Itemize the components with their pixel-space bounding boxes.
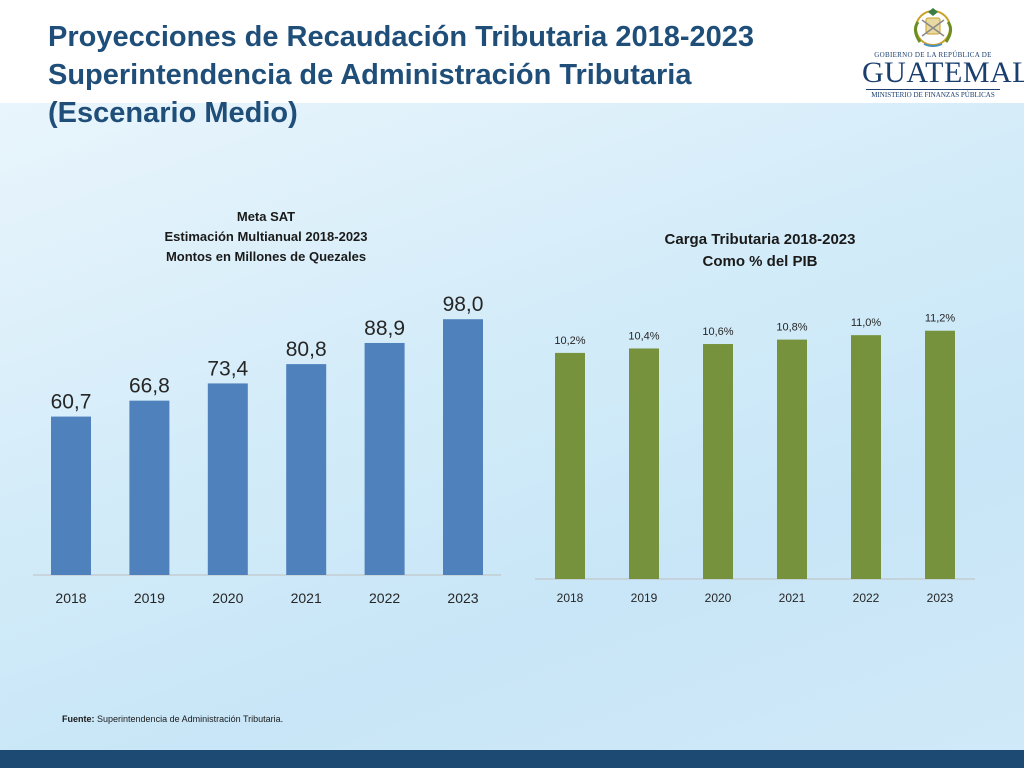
chart-2-title-line-2: Como % del PIB — [702, 253, 818, 270]
chart-1-data-label-2021: 80,8 — [286, 338, 327, 361]
chart-2-tick-label-2021: 2021 — [779, 591, 806, 605]
bottom-bar — [0, 750, 1024, 768]
coat-of-arms-icon — [913, 8, 953, 47]
chart-1-tick-label-2020: 2020 — [212, 590, 243, 606]
chart-2-bar-2021 — [777, 339, 807, 579]
chart-1-tick-label-2018: 2018 — [55, 590, 86, 606]
chart-1-tick-label-2019: 2019 — [134, 590, 165, 606]
chart-1-title: Meta SAT Estimación Multianual 2018-2023… — [120, 207, 412, 267]
page-title: Proyecciones de Recaudación Tributaria 2… — [48, 18, 848, 132]
title-line-3: (Escenario Medio) — [48, 97, 298, 129]
chart-2-title: Carga Tributaria 2018-2023 Como % del PI… — [600, 229, 920, 273]
chart-2-bar-2019 — [629, 348, 659, 579]
chart-1-bar-2018 — [51, 416, 91, 575]
chart-2-tick-label-2023: 2023 — [927, 591, 954, 605]
chart-1-data-label-2022: 88,9 — [364, 317, 405, 340]
header — [0, 0, 1024, 103]
chart-1-title-line-3: Montos en Millones de Quezales — [165, 249, 367, 264]
chart-2-data-label-2021: 10,8% — [776, 322, 807, 334]
chart-1-bar-2019 — [129, 400, 170, 575]
chart-2-data-label-2023: 11,2% — [925, 313, 956, 325]
chart-1-tick-label-2023: 2023 — [447, 590, 478, 606]
chart-1-data-label-2018: 60,7 — [51, 391, 92, 414]
title-line-2: Superintendencia de Administración Tribu… — [48, 59, 692, 91]
logo-gov-text: GOBIERNO DE LA REPÚBLICA DE — [874, 51, 992, 59]
chart-2-tick-label-2022: 2022 — [853, 591, 880, 605]
chart-1-tick-label-2022: 2022 — [369, 590, 400, 606]
chart-1-title-line-1: Meta SAT — [236, 209, 296, 224]
chart-2-data-label-2020: 10,6% — [702, 326, 733, 338]
chart-1-bar-2021 — [286, 364, 327, 575]
chart-2-tick-label-2020: 2020 — [705, 591, 732, 605]
chart-2-title-line-1: Carga Tributaria 2018-2023 — [664, 231, 856, 248]
chart-2-bar-2018 — [555, 352, 585, 579]
title-line-1: Proyecciones de Recaudación Tributaria 2… — [48, 21, 754, 53]
chart-2-tick-label-2019: 2019 — [631, 591, 658, 605]
chart-2-bar-2022 — [851, 335, 881, 579]
chart-1-bar-2020 — [207, 383, 248, 575]
chart-2-data-label-2022: 11,0% — [851, 317, 882, 329]
chart-1-title-line-2: Estimación Multianual 2018-2023 — [164, 229, 368, 244]
source-note: Fuente: Superintendencia de Administraci… — [62, 714, 283, 724]
chart-1-bar-2022 — [364, 342, 405, 575]
source-label: Fuente: — [62, 714, 95, 724]
chart-1-bar-2023 — [443, 319, 483, 575]
chart-2-bar-2020 — [703, 344, 733, 579]
chart-1-data-label-2023: 98,0 — [443, 293, 484, 316]
chart-2-bar-2023 — [925, 330, 955, 579]
chart-1-data-label-2019: 66,8 — [129, 375, 170, 398]
chart-2-tick-label-2018: 2018 — [557, 591, 584, 605]
logo-divider — [866, 89, 1000, 90]
chart-2-data-label-2019: 10,4% — [628, 330, 659, 342]
logo-ministry: MINISTERIO DE FINANZAS PÚBLICAS — [871, 91, 995, 99]
chart-1-tick-label-2021: 2021 — [291, 590, 322, 606]
logo-country: GUATEMALA — [862, 56, 1024, 89]
chart-1-data-label-2020: 73,4 — [207, 357, 248, 380]
source-text: Superintendencia de Administración Tribu… — [97, 714, 284, 724]
guatemala-logo: GOBIERNO DE LA REPÚBLICA DE GUATEMALA MI… — [862, 4, 1024, 100]
chart-2-data-label-2018: 10,2% — [554, 335, 585, 347]
